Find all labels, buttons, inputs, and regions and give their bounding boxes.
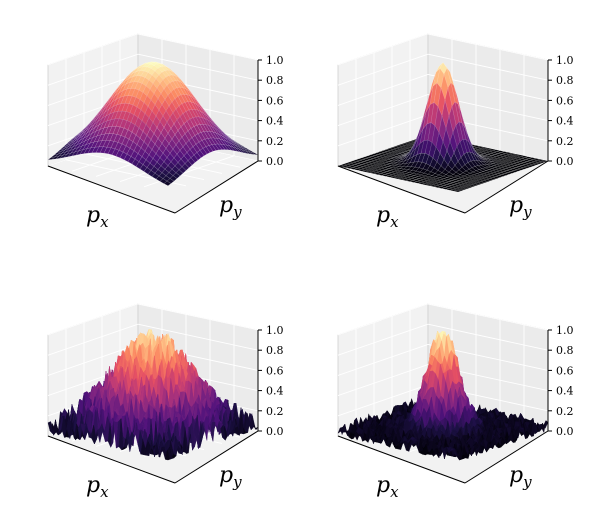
x-axis-label: px bbox=[86, 203, 109, 231]
z-tick-label: 0.2 bbox=[556, 135, 574, 148]
y-axis-label: py bbox=[219, 193, 242, 221]
z-tick-label: 1.0 bbox=[266, 54, 284, 67]
z-tick-label: 0.8 bbox=[556, 74, 574, 87]
surface-panel-top-right: 0.0 0.2 0.4 0.6 0.8 1.0 px py bbox=[338, 34, 574, 231]
z-tick-label: 0.6 bbox=[556, 94, 574, 107]
z-tick-label: 0.2 bbox=[266, 135, 284, 148]
y-axis-label: py bbox=[509, 193, 532, 221]
z-ticks: 0.0 0.2 0.4 0.6 0.8 1.0 bbox=[258, 54, 284, 168]
x-axis-label: px bbox=[86, 473, 109, 501]
z-tick-label: 1.0 bbox=[556, 54, 574, 67]
surface-panel-bottom-left: 0.0 0.2 0.4 0.6 0.8 1.0 px py bbox=[48, 304, 284, 501]
z-tick-label: 0.0 bbox=[266, 425, 284, 438]
z-tick-label: 0.0 bbox=[556, 155, 574, 168]
surface-panel-top-left: 0.0 0.2 0.4 0.6 0.8 1.0 px py bbox=[48, 34, 284, 231]
z-tick-label: 0.0 bbox=[266, 155, 284, 168]
z-tick-label: 0.6 bbox=[266, 94, 284, 107]
x-axis-label: px bbox=[376, 203, 399, 231]
surface-panel-bottom-right: 0.0 0.2 0.4 0.6 0.8 1.0 px py bbox=[338, 304, 574, 501]
y-axis-label: py bbox=[219, 463, 242, 491]
z-ticks: 0.0 0.2 0.4 0.6 0.8 1.0 bbox=[258, 324, 284, 438]
z-tick-label: 0.4 bbox=[556, 115, 574, 128]
z-tick-label: 0.8 bbox=[266, 74, 284, 87]
z-tick-label: 0.8 bbox=[266, 344, 284, 357]
z-tick-label: 0.6 bbox=[266, 364, 284, 377]
z-tick-label: 1.0 bbox=[266, 324, 284, 337]
z-tick-label: 0.4 bbox=[266, 385, 284, 398]
z-tick-label: 0.4 bbox=[266, 115, 284, 128]
z-tick-label: 0.2 bbox=[266, 405, 284, 418]
z-ticks: 0.0 0.2 0.4 0.6 0.8 1.0 bbox=[548, 54, 574, 168]
